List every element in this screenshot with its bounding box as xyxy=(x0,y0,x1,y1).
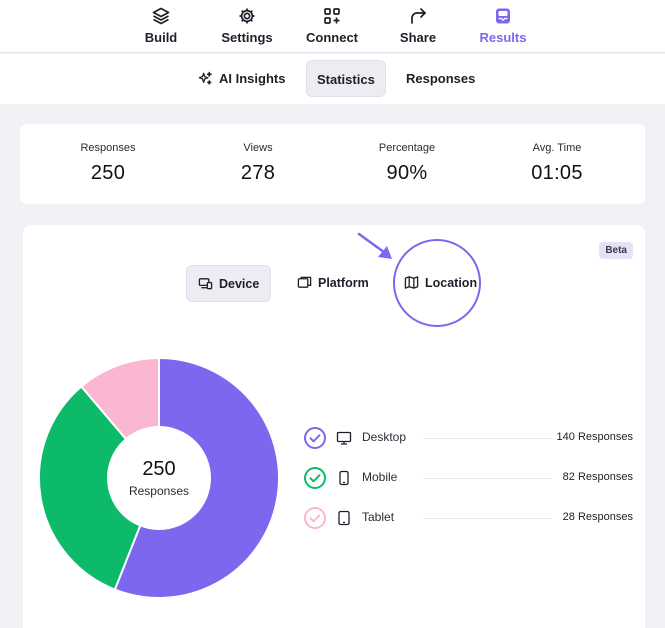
legend-name: Desktop xyxy=(362,430,407,444)
segment-device[interactable]: Device xyxy=(186,265,272,302)
segment-device-label: Device xyxy=(219,277,260,291)
tab-ai-insights-label: AI Insights xyxy=(219,71,286,86)
stat-value: 01:05 xyxy=(531,162,583,184)
legend-name: Tablet xyxy=(362,510,395,524)
sparkles-icon xyxy=(198,71,212,85)
legend-divider xyxy=(423,478,551,479)
gear-icon xyxy=(239,8,255,24)
inbox-icon xyxy=(496,8,510,24)
windows-icon xyxy=(297,276,312,288)
stat-title: Percentage xyxy=(378,142,436,154)
nav-settings-label: Settings xyxy=(221,30,273,45)
sub-nav: AI Insights Statistics Responses xyxy=(0,54,665,104)
nav-results-label: Results xyxy=(479,30,527,45)
device-donut-chart: 250 Responses xyxy=(38,357,280,599)
apps-add-icon xyxy=(324,8,340,24)
stat-title: Responses xyxy=(80,142,136,154)
legend-divider xyxy=(423,438,551,439)
stat-title: Avg. Time xyxy=(532,142,582,154)
stat-views: Views 278 xyxy=(183,142,333,185)
segment-location-label: Location xyxy=(425,276,478,290)
nav-connect[interactable]: Connect xyxy=(292,6,372,47)
stat-value: 250 xyxy=(90,162,126,184)
donut-center-value: 250 xyxy=(142,458,175,480)
nav-share-label: Share xyxy=(399,30,437,45)
tab-statistics-label: Statistics xyxy=(317,72,375,87)
tab-statistics[interactable]: Statistics xyxy=(306,60,386,97)
stat-value: 90% xyxy=(386,162,428,184)
stats-summary: Responses 250 Views 278 Percentage 90% A… xyxy=(20,124,645,204)
nav-results[interactable]: Results xyxy=(463,6,543,47)
legend-item-desktop[interactable]: Desktop 140 Responses xyxy=(303,426,633,450)
legend-item-mobile[interactable]: Mobile 82 Responses xyxy=(303,466,633,490)
donut-center-label: Responses xyxy=(129,484,189,498)
segment-platform-label: Platform xyxy=(318,276,369,290)
legend-item-tablet[interactable]: Tablet 28 Responses xyxy=(303,506,633,530)
tab-ai-insights[interactable]: AI Insights xyxy=(188,60,295,97)
mobile-icon xyxy=(339,470,349,486)
top-nav: Build Settings Connect Share Results xyxy=(0,0,665,53)
nav-settings[interactable]: Settings xyxy=(207,6,287,47)
beta-badge: Beta xyxy=(599,242,633,259)
tab-responses[interactable]: Responses xyxy=(396,60,485,97)
stat-responses: Responses 250 xyxy=(33,142,183,185)
check-circle-icon xyxy=(304,507,326,529)
breakdown-card: Beta Device Platform Location 250 Respon… xyxy=(23,225,645,628)
map-icon xyxy=(404,276,419,289)
devices-icon xyxy=(198,278,213,290)
segment-location[interactable]: Location xyxy=(393,265,488,302)
donut-slice-mobile[interactable] xyxy=(38,385,161,591)
desktop-icon xyxy=(336,431,352,445)
nav-connect-label: Connect xyxy=(306,30,358,45)
tablet-icon xyxy=(338,510,350,526)
stat-title: Views xyxy=(243,142,273,154)
stat-percentage: Percentage 90% xyxy=(332,142,482,185)
nav-build[interactable]: Build xyxy=(121,6,201,47)
donut-hole xyxy=(107,426,211,530)
segment-platform[interactable]: Platform xyxy=(286,265,380,302)
tab-responses-label: Responses xyxy=(406,71,476,86)
stat-value: 278 xyxy=(240,162,276,184)
stat-avg-time: Avg. Time 01:05 xyxy=(482,142,632,185)
nav-share[interactable]: Share xyxy=(378,6,458,47)
legend-count: 140 Responses xyxy=(556,431,633,443)
legend-count: 82 Responses xyxy=(562,471,633,483)
share-arrow-icon xyxy=(411,8,426,24)
nav-build-label: Build xyxy=(144,30,178,45)
pointer-arrow-icon xyxy=(357,232,392,259)
legend-divider xyxy=(423,518,551,519)
legend-name: Mobile xyxy=(362,470,398,484)
legend-count: 28 Responses xyxy=(562,511,633,523)
location-highlight-circle xyxy=(393,239,481,327)
layers-icon xyxy=(152,7,170,25)
check-circle-icon xyxy=(304,427,326,449)
check-circle-icon xyxy=(304,467,326,489)
